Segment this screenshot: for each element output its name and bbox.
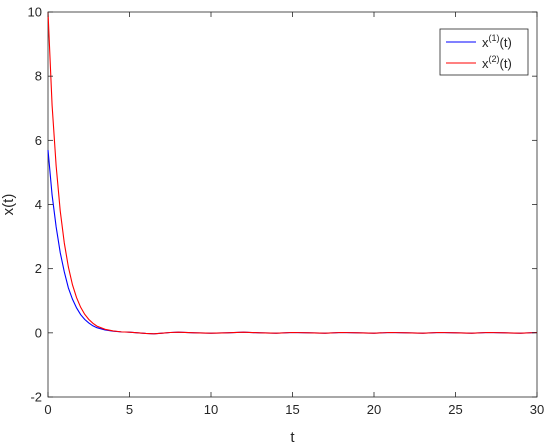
- y-tick-label: 8: [35, 69, 42, 84]
- series-line-2: [47, 11, 538, 335]
- x-tick-label: 0: [44, 402, 51, 417]
- y-tick-label: 4: [35, 197, 42, 212]
- y-tick-label: 0: [35, 325, 42, 340]
- legend-label-superscript: (1): [489, 33, 500, 43]
- x-tick-label: 15: [285, 402, 299, 417]
- y-axis-ticks: -2 0 2 4 6 8 10: [28, 5, 537, 405]
- legend-label-superscript: (2): [489, 54, 500, 64]
- x-tick-label: 5: [126, 402, 133, 417]
- x-tick-label: 10: [204, 402, 218, 417]
- x-tick-label: 25: [448, 402, 462, 417]
- x-axis-ticks: 0 5 10 15 20 25 30: [44, 12, 544, 417]
- legend: x(1)(t)x(2)(t): [439, 28, 529, 76]
- legend-label-suffix: (t): [500, 56, 512, 71]
- y-tick-label: 10: [28, 5, 42, 20]
- legend-label-1: x(1)(t): [482, 33, 512, 50]
- legend-box: [439, 28, 529, 76]
- x-axis-label: t: [290, 429, 295, 446]
- y-tick-label: 6: [35, 133, 42, 148]
- y-axis-label: x(t): [0, 194, 17, 216]
- x-tick-label: 20: [367, 402, 381, 417]
- x-tick-label: 30: [530, 402, 544, 417]
- legend-label-base: x: [482, 35, 489, 50]
- legend-label-2: x(2)(t): [482, 54, 512, 71]
- y-tick-label: 2: [35, 261, 42, 276]
- series-layer: [47, 11, 538, 335]
- legend-label-suffix: (t): [500, 35, 512, 50]
- legend-label-base: x: [482, 56, 489, 71]
- y-tick-label: -2: [30, 390, 42, 405]
